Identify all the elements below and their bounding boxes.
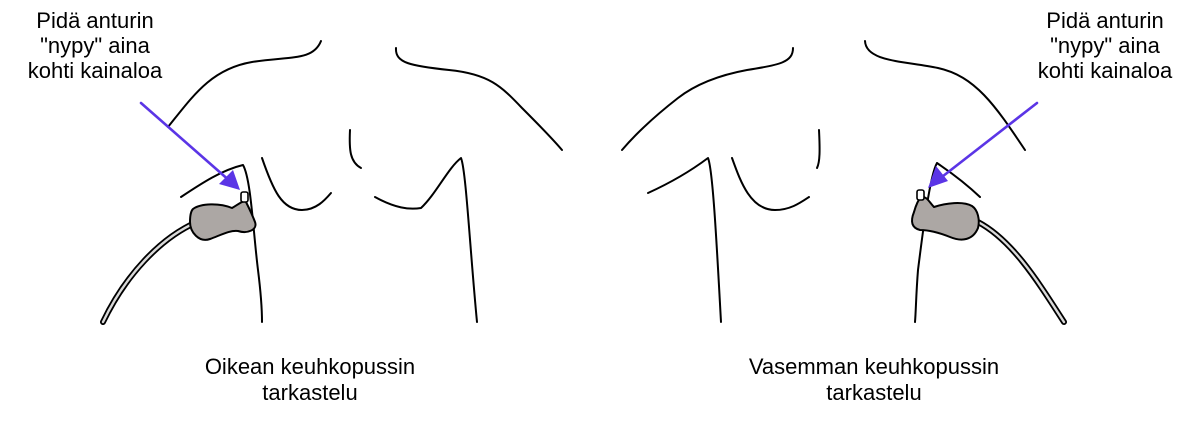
panel-caption: Oikean keuhkopussin tarkastelu [160, 354, 460, 406]
pointer-arrow [139, 101, 240, 190]
probe-cable [100, 219, 200, 325]
probe-body [189, 200, 257, 241]
caption-line-1: Oikean keuhkopussin [204, 354, 416, 379]
torso-outline [167, 40, 563, 323]
pointer-arrow-head [928, 166, 948, 188]
note-line-3: kohti kainaloa [27, 58, 163, 83]
sternum-notch [348, 129, 362, 169]
torso-outline [621, 40, 1026, 323]
armpit-curve [731, 157, 810, 211]
probe-orientation-note: Pidä anturin "nypy" aina kohti kainaloa [0, 8, 190, 83]
shoulder-contour-outer [621, 47, 794, 151]
caption-line-2: tarkastelu [262, 380, 358, 405]
armpit-curve [261, 157, 332, 211]
shoulder-contour-outer [167, 40, 322, 128]
note-line-2: "nypy" aina [1050, 33, 1160, 58]
note-line-1: Pidä anturin [36, 8, 154, 33]
ultrasound-probe [100, 191, 257, 325]
pointer-arrow-head [219, 170, 240, 190]
torso-illustration [100, 40, 563, 325]
shoulder-contour-inner [864, 40, 1026, 151]
probe-marker-nub [240, 191, 249, 203]
probe-orientation-note: Pidä anturin "nypy" aina kohti kainaloa [1010, 8, 1200, 83]
pointer-arrow [928, 101, 1039, 188]
note-line-1: Pidä anturin [1046, 8, 1164, 33]
pointer-arrow-shaft [936, 101, 1039, 182]
probe-cable [975, 219, 1067, 325]
caption-line-1: Vasemman keuhkopussin [748, 354, 1000, 379]
right-lung-view-panel: Pidä anturin "nypy" aina kohti kainaloa … [0, 8, 563, 406]
arm-outline [180, 164, 263, 323]
probe-body [911, 195, 980, 241]
chest-contour [374, 157, 478, 323]
probe-marker-nub [916, 189, 925, 201]
arm-outline [914, 162, 981, 323]
note-line-2: "nypy" aina [40, 33, 150, 58]
caption-line-2: tarkastelu [826, 380, 922, 405]
ultrasound-probe [911, 189, 1067, 325]
pointer-arrow-shaft [139, 101, 233, 184]
shoulder-contour-inner [394, 47, 563, 151]
panel-caption: Vasemman keuhkopussin tarkastelu [724, 354, 1024, 406]
torso-illustration [621, 40, 1067, 325]
probe-cable-core [976, 220, 1066, 324]
note-line-3: kohti kainaloa [1037, 58, 1173, 83]
sternum-notch [816, 129, 821, 169]
probe-cable-core [101, 220, 199, 324]
chest-contour [647, 157, 722, 323]
left-lung-view-panel: Pidä anturin "nypy" aina kohti kainaloa … [600, 0, 1200, 436]
